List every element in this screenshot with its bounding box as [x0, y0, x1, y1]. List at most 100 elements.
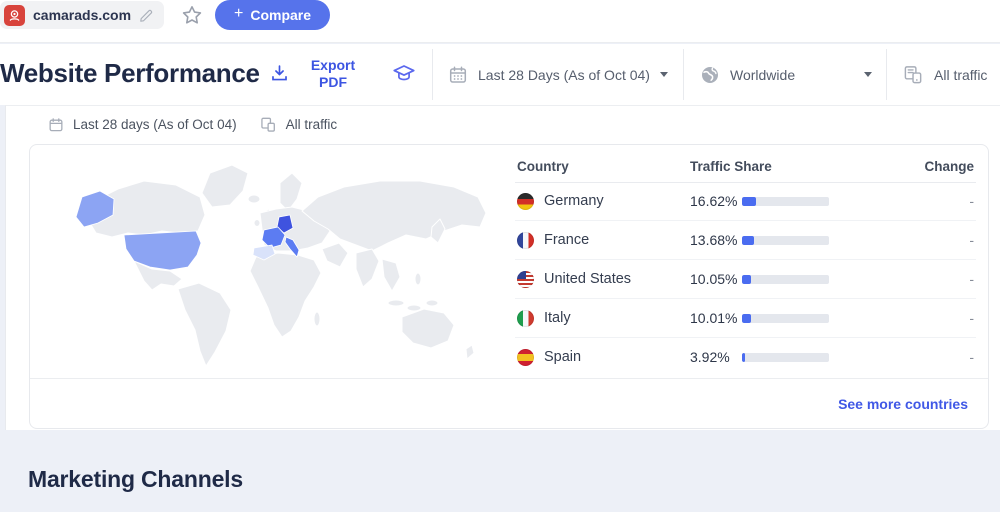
- traffic-share-value: 16.62%: [690, 193, 738, 209]
- country-name: Italy: [544, 310, 571, 326]
- compare-button-label: Compare: [250, 7, 312, 23]
- plus-icon: +: [234, 5, 244, 22]
- table-row-spain[interactable]: Spain 3.92% -: [515, 338, 976, 377]
- country-name: United States: [544, 271, 632, 287]
- domain-name: camarads.com: [33, 7, 132, 23]
- map-indonesia: [387, 299, 405, 307]
- germany-flag-icon: [517, 193, 534, 210]
- divider: [683, 49, 684, 100]
- united-states-flag-icon: [517, 271, 534, 288]
- card-footer-divider: [30, 378, 988, 379]
- export-pdf-line1: Export: [310, 57, 356, 73]
- page-title: Website Performance: [0, 58, 260, 88]
- divider: [432, 49, 433, 100]
- export-pdf-line2: PDF: [319, 74, 347, 90]
- applied-date-filter: Last 28 days (As of Oct 04): [73, 117, 237, 132]
- map-se-asia: [381, 258, 401, 292]
- see-more-countries-link[interactable]: See more countries: [838, 396, 968, 412]
- chevron-down-icon: [864, 72, 872, 77]
- traffic-share-bar-fill: [742, 275, 751, 284]
- country-name: Germany: [544, 193, 604, 209]
- applied-filters-bar: Last 28 days (As of Oct 04) All traffic: [48, 106, 337, 143]
- map-scandinavia: [279, 172, 303, 212]
- region-filter[interactable]: Worldwide: [700, 44, 872, 105]
- country-name: Spain: [544, 349, 582, 365]
- traffic-type-filter[interactable]: All traffic: [903, 44, 987, 105]
- table-row-germany[interactable]: Germany 16.62% -: [515, 182, 976, 221]
- traffic-share-value: 13.68%: [690, 232, 738, 248]
- france-flag-icon: [517, 232, 534, 249]
- map-africa: [249, 252, 322, 338]
- export-pdf-button[interactable]: Export PDF: [297, 57, 369, 91]
- traffic-share-value: 3.92%: [690, 349, 730, 365]
- map-france-highlight: [261, 226, 286, 249]
- map-iceland: [247, 194, 261, 204]
- devices-icon: [903, 64, 924, 85]
- webcam-icon: [9, 9, 20, 21]
- map-spain-highlight: [252, 244, 276, 261]
- traffic-share-bar-fill: [742, 197, 757, 206]
- edit-domain-icon[interactable]: [139, 8, 154, 23]
- favorite-star-icon[interactable]: [180, 3, 204, 27]
- geography-card: Country Traffic Share Change Germany 16.…: [29, 144, 989, 429]
- change-value: -: [969, 349, 974, 365]
- traffic-share-bar: [742, 236, 829, 245]
- italy-flag-icon: [517, 310, 534, 327]
- domain-chip[interactable]: camarads.com: [0, 1, 165, 29]
- traffic-share-value: 10.05%: [690, 271, 738, 287]
- date-range-filter[interactable]: Last 28 Days (As of Oct 04): [448, 44, 668, 105]
- graduation-cap-icon[interactable]: [391, 61, 417, 87]
- country-name: France: [544, 232, 590, 248]
- table-row-france[interactable]: France 13.68% -: [515, 221, 976, 260]
- table-row-united-states[interactable]: United States 10.05% -: [515, 260, 976, 299]
- map-canada: [89, 180, 206, 238]
- applied-traffic-filter: All traffic: [285, 117, 338, 132]
- devices-icon: [260, 116, 277, 133]
- countries-table: Country Traffic Share Change Germany 16.…: [515, 145, 990, 378]
- map-india: [355, 248, 380, 288]
- map-middle-east: [321, 242, 349, 268]
- world-map[interactable]: [34, 153, 506, 377]
- map-indonesia: [425, 299, 439, 307]
- divider: [886, 49, 887, 100]
- map-indonesia: [406, 304, 422, 312]
- compare-button[interactable]: + Compare: [215, 0, 331, 30]
- page-header: Website Performance Export PDF: [0, 44, 1000, 105]
- column-header-traffic-share: Traffic Share: [690, 159, 772, 174]
- traffic-share-bar: [742, 353, 829, 362]
- top-bar: camarads.com + Compare: [0, 0, 1000, 43]
- map-greenland: [201, 164, 249, 208]
- table-row-italy[interactable]: Italy 10.01% -: [515, 299, 976, 338]
- region-value: Worldwide: [730, 66, 796, 83]
- change-value: -: [969, 232, 974, 248]
- chevron-down-icon: [659, 72, 668, 77]
- change-value: -: [969, 310, 974, 326]
- map-mexico: [133, 260, 183, 291]
- map-germany-highlight: [276, 214, 294, 234]
- traffic-share-bar: [742, 197, 829, 206]
- column-header-country: Country: [517, 159, 569, 174]
- map-italy-highlight: [284, 236, 300, 258]
- date-range-value: Last 28 Days (As of Oct 04): [478, 66, 650, 83]
- map-ireland: [253, 219, 261, 227]
- traffic-share-bar: [742, 314, 829, 323]
- traffic-share-bar-fill: [742, 236, 754, 245]
- map-philippines: [414, 272, 422, 286]
- map-south-america: [177, 282, 232, 367]
- change-value: -: [969, 193, 974, 209]
- calendar-icon: [48, 117, 64, 133]
- traffic-share-bar: [742, 275, 829, 284]
- globe-icon: [700, 65, 720, 85]
- map-asia: [301, 180, 487, 252]
- traffic-type-value: All traffic: [934, 66, 988, 83]
- traffic-share-bar-fill: [742, 353, 746, 362]
- map-alaska-highlight: [75, 190, 115, 228]
- map-usa-highlight: [123, 230, 202, 271]
- map-japan: [430, 218, 446, 244]
- traffic-share-value: 10.01%: [690, 310, 738, 326]
- spain-flag-icon: [517, 349, 534, 366]
- site-favicon: [4, 4, 25, 26]
- column-header-change: Change: [924, 159, 974, 174]
- download-icon[interactable]: [269, 63, 290, 84]
